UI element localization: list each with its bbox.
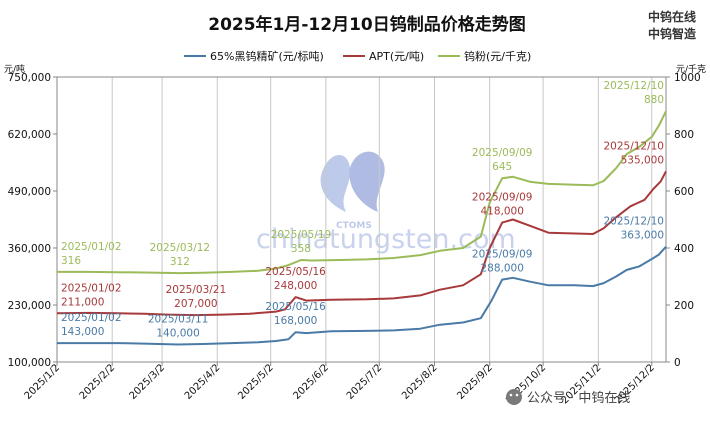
- y-right-tick-label: 600: [674, 186, 694, 198]
- y-left-tick-label: 230,000: [8, 300, 51, 312]
- annotation-value: 211,000: [61, 296, 104, 308]
- wechat-badge: 公众号 · 中钨在线: [506, 389, 630, 406]
- annotation-date: 2025/12/10: [603, 216, 664, 228]
- data-labels: 2025/01/02 316 2025/03/12 312 2025/05/19 358 2…: [61, 80, 664, 339]
- grid: [111, 77, 653, 362]
- wechat-label: 公众号 · 中钨在线: [527, 390, 630, 406]
- y-left-tick-label: 100,000: [8, 357, 51, 369]
- brand-line-2: 中钨智造: [648, 26, 697, 41]
- y-left-tick-label: 490,000: [8, 186, 51, 198]
- annotation-date: 2025/12/10: [603, 140, 664, 152]
- annotation-date: 2025/05/19: [271, 229, 332, 241]
- annotation-date: 2025/12/10: [603, 80, 664, 92]
- annotation-value: 358: [291, 243, 311, 255]
- annotation-date: 2025/03/11: [148, 313, 209, 325]
- annotation-value: 418,000: [480, 206, 523, 218]
- annotation-date: 2025/09/09: [472, 147, 533, 159]
- y-right-tick-label: 400: [674, 243, 694, 255]
- annotation-value: 248,000: [274, 280, 317, 292]
- y-right-tick-label: 1000: [674, 72, 701, 84]
- y-right-tick-label: 800: [674, 129, 694, 141]
- annotation-value: 288,000: [480, 263, 523, 275]
- annotation-value: 140,000: [156, 327, 199, 339]
- series-line-concentrate: [57, 246, 667, 346]
- y-left-tick-label: 750,000: [8, 72, 51, 84]
- annotation-date: 2025/05/16: [265, 266, 326, 278]
- legend: 65%黑钨精矿(元/标吨) APT(元/吨) 钨粉(元/千克): [184, 49, 531, 63]
- annotation-date: 2025/03/12: [150, 242, 211, 254]
- y-right-tick-label: 0: [674, 357, 681, 369]
- y-right-tick-label: 200: [674, 300, 694, 312]
- annotation-date: 2025/05/16: [265, 301, 326, 313]
- legend-label-apt: APT(元/吨): [369, 50, 424, 63]
- annotation-value: 363,000: [621, 230, 664, 242]
- series-line-apt: [56, 170, 667, 317]
- series-lines: [56, 110, 667, 346]
- watermark-logo-text: CTOMS: [336, 221, 372, 231]
- annotation-date: 2025/09/09: [472, 192, 533, 204]
- watermark-logo: CTOMS: [320, 151, 385, 231]
- brand-line-1: 中钨在线: [648, 9, 696, 24]
- annotation-value: 535,000: [621, 154, 664, 166]
- watermark-text: chinatungsten.com: [256, 224, 516, 255]
- y-left-tick-label: 620,000: [8, 129, 51, 141]
- annotation-date: 2025/01/02: [61, 241, 122, 253]
- annotation-date: 2025/03/21: [166, 284, 227, 296]
- annotation-value: 312: [170, 256, 190, 268]
- annotation-value: 645: [492, 161, 512, 173]
- wechat-icon: [506, 389, 522, 405]
- annotation-date: 2025/01/02: [61, 282, 122, 294]
- annotation-value: 207,000: [174, 298, 217, 310]
- annotation-value: 143,000: [61, 326, 104, 338]
- right-axis-unit: 元/千克: [676, 64, 706, 75]
- left-axis-unit: 元/吨: [4, 63, 25, 75]
- annotation-date: 2025/09/09: [472, 249, 533, 261]
- plot-frame: [56, 76, 667, 363]
- annotation-value: 168,000: [274, 315, 317, 327]
- series-line-powder: [57, 110, 667, 275]
- y-left-tick-label: 360,000: [8, 243, 51, 255]
- annotation-value: 880: [644, 94, 664, 106]
- legend-label-concentrate: 65%黑钨精矿(元/标吨): [210, 49, 324, 63]
- chart-title: 2025年1月-12月10日钨制品价格走势图: [208, 14, 526, 35]
- legend-label-powder: 钨粉(元/千克): [464, 50, 531, 63]
- annotation-value: 316: [61, 255, 81, 267]
- annotation-date: 2025/01/02: [61, 312, 122, 324]
